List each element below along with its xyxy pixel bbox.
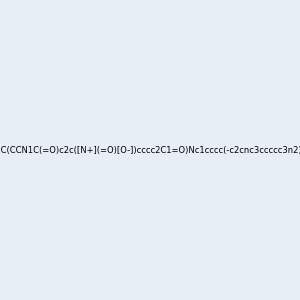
Text: O=C(CCN1C(=O)c2c([N+](=O)[O-])cccc2C1=O)Nc1cccc(-c2cnc3ccccc3n2)c1: O=C(CCN1C(=O)c2c([N+](=O)[O-])cccc2C1=O)… <box>0 146 300 154</box>
